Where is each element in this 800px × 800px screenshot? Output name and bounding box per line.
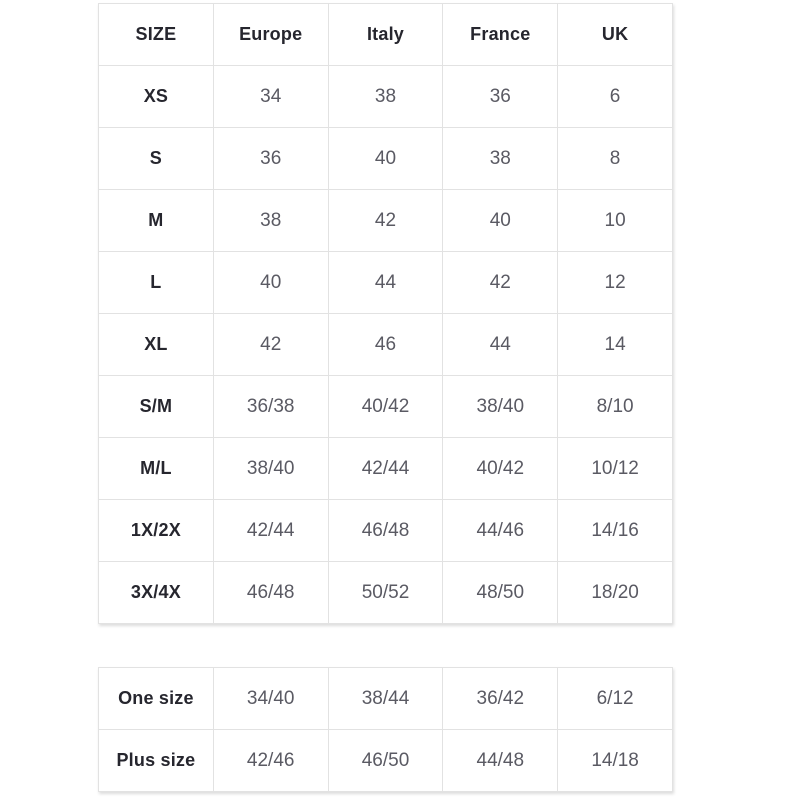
- table-row: XL 42 46 44 14: [98, 313, 673, 376]
- size-table-body: XS 34 38 36 6 S 36 40 38 8 M 38 42 40 10 L 40 44 42 12 XL 42 4…: [98, 65, 673, 624]
- size-value: 34/40: [212, 667, 329, 730]
- size-value: 10: [557, 189, 673, 252]
- size-value: 40: [442, 189, 559, 252]
- size-value: 46/50: [327, 729, 444, 792]
- size-value: 14: [557, 313, 673, 376]
- table-row: Plus size 42/46 46/50 44/48 14/18: [98, 729, 673, 792]
- size-label: 1X/2X: [98, 499, 214, 562]
- header-row: SIZE Europe Italy France UK: [98, 3, 673, 66]
- size-value: 38: [327, 65, 444, 128]
- size-value: 6: [557, 65, 673, 128]
- size-value: 38/40: [442, 375, 559, 438]
- size-label: L: [98, 251, 214, 314]
- size-value: 6/12: [557, 667, 673, 730]
- size-table-header: SIZE Europe Italy France UK: [98, 3, 673, 66]
- size-value: 38: [212, 189, 329, 252]
- size-label: S: [98, 127, 214, 190]
- size-value: 36/42: [442, 667, 559, 730]
- size-value: 42/46: [212, 729, 329, 792]
- table-row: L 40 44 42 12: [98, 251, 673, 314]
- size-label: M: [98, 189, 214, 252]
- size-value: 14/16: [557, 499, 673, 562]
- column-header-italy: Italy: [327, 3, 444, 66]
- size-value: 42: [442, 251, 559, 314]
- table-row: One size 34/40 38/44 36/42 6/12: [98, 667, 673, 730]
- special-size-table: One size 34/40 38/44 36/42 6/12 Plus size 42/4…: [98, 667, 673, 792]
- size-value: 36/38: [212, 375, 329, 438]
- table-row: 3X/4X 46/48 50/52 48/50 18/20: [98, 561, 673, 624]
- table-row: M 38 42 40 10: [98, 189, 673, 252]
- size-value: 8/10: [557, 375, 673, 438]
- size-label: M/L: [98, 437, 214, 500]
- table-row: S/M 36/38 40/42 38/40 8/10: [98, 375, 673, 438]
- size-value: 40/42: [327, 375, 444, 438]
- table-row: S 36 40 38 8: [98, 127, 673, 190]
- column-header-size: SIZE: [98, 3, 214, 66]
- size-value: 40: [327, 127, 444, 190]
- size-value: 42: [327, 189, 444, 252]
- size-conversion-table: SIZE Europe Italy France UK XS 34 38 36 6 S 36…: [98, 3, 673, 624]
- size-value: 38/44: [327, 667, 444, 730]
- size-value: 40/42: [442, 437, 559, 500]
- table-row: 1X/2X 42/44 46/48 44/46 14/16: [98, 499, 673, 562]
- size-label: One size: [98, 667, 214, 730]
- special-size-table-body: One size 34/40 38/44 36/42 6/12 Plus size 42/4…: [98, 667, 673, 792]
- size-value: 14/18: [557, 729, 673, 792]
- size-value: 38: [442, 127, 559, 190]
- column-header-uk: UK: [557, 3, 673, 66]
- size-label: XS: [98, 65, 214, 128]
- size-label: S/M: [98, 375, 214, 438]
- size-value: 12: [557, 251, 673, 314]
- size-value: 36: [212, 127, 329, 190]
- size-value: 50/52: [327, 561, 444, 624]
- column-header-france: France: [442, 3, 559, 66]
- size-value: 8: [557, 127, 673, 190]
- size-value: 42: [212, 313, 329, 376]
- table-row: XS 34 38 36 6: [98, 65, 673, 128]
- size-value: 42/44: [327, 437, 444, 500]
- size-value: 44/48: [442, 729, 559, 792]
- size-value: 10/12: [557, 437, 673, 500]
- size-value: 18/20: [557, 561, 673, 624]
- column-header-europe: Europe: [212, 3, 329, 66]
- size-value: 48/50: [442, 561, 559, 624]
- size-value: 44: [442, 313, 559, 376]
- size-value: 44: [327, 251, 444, 314]
- size-value: 34: [212, 65, 329, 128]
- size-value: 42/44: [212, 499, 329, 562]
- size-value: 46: [327, 313, 444, 376]
- table-row: M/L 38/40 42/44 40/42 10/12: [98, 437, 673, 500]
- size-value: 46/48: [212, 561, 329, 624]
- size-value: 36: [442, 65, 559, 128]
- size-label: 3X/4X: [98, 561, 214, 624]
- size-value: 40: [212, 251, 329, 314]
- size-label: Plus size: [98, 729, 214, 792]
- size-value: 46/48: [327, 499, 444, 562]
- size-value: 38/40: [212, 437, 329, 500]
- size-value: 44/46: [442, 499, 559, 562]
- size-label: XL: [98, 313, 214, 376]
